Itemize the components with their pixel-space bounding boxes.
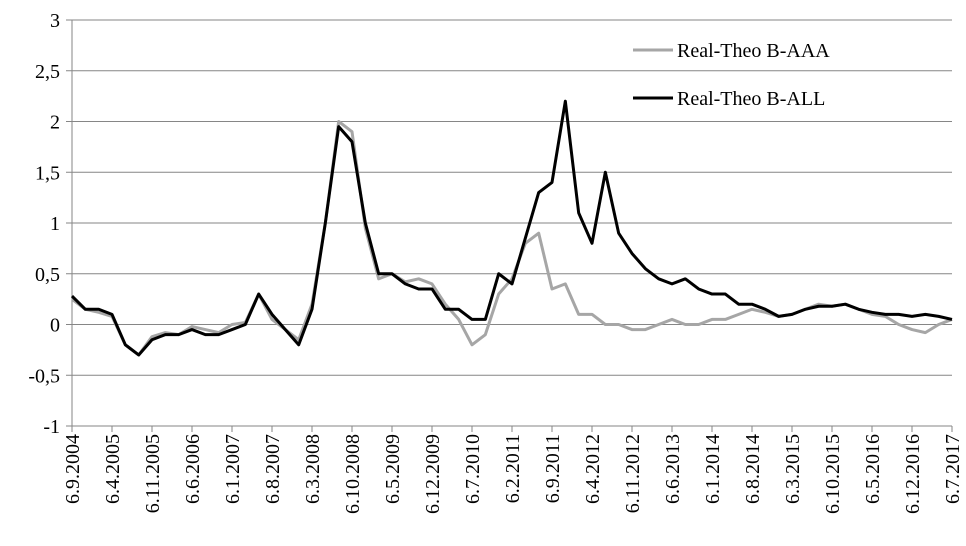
series-line (70, 99, 953, 357)
series-line (71, 120, 953, 357)
x-tick-label: 6.11.2005 (142, 434, 164, 513)
x-tick-label: 6.1.2007 (222, 434, 244, 504)
x-tick-label: 6.6.2006 (182, 434, 204, 504)
y-tick-label: 3 (50, 10, 60, 32)
y-tick-label: -0,5 (28, 365, 60, 387)
y-tick-label: 1 (50, 213, 60, 235)
y-tick-label: 2 (50, 112, 60, 134)
x-tick-label: 6.1.2014 (702, 434, 724, 504)
legend-label: Real-Theo B-ALL (677, 88, 825, 110)
x-tick-label: 6.5.2009 (382, 434, 404, 504)
x-tick-label: 6.9.2011 (542, 434, 564, 503)
x-tick-label: 6.12.2016 (902, 434, 924, 514)
x-tick-label: 6.12.2009 (422, 434, 444, 514)
x-tick-label: 6.9.2004 (62, 434, 84, 504)
x-tick-label: 6.11.2012 (622, 434, 644, 513)
legend-label: Real-Theo B-AAA (677, 40, 830, 62)
x-tick-label: 6.6.2013 (662, 434, 684, 504)
y-tick-label: 1,5 (35, 162, 60, 184)
x-tick-label: 6.4.2005 (102, 434, 124, 504)
y-tick-label: 0,5 (35, 264, 60, 286)
x-tick-label: 6.5.2016 (862, 434, 884, 504)
x-tick-label: 6.2.2011 (502, 434, 524, 503)
x-tick-label: 6.10.2008 (342, 434, 364, 514)
x-tick-label: 6.3.2008 (302, 434, 324, 504)
y-tick-label: 0 (50, 315, 60, 337)
y-tick-label: -1 (43, 416, 60, 438)
x-tick-label: 6.8.2014 (742, 434, 764, 504)
x-tick-label: 6.10.2015 (822, 434, 844, 514)
x-tick-label: 6.3.2015 (782, 434, 804, 504)
x-tick-label: 6.7.2017 (942, 434, 964, 504)
y-tick-label: 2,5 (35, 61, 60, 83)
x-tick-label: 6.7.2010 (462, 434, 484, 504)
x-tick-label: 6.4.2012 (582, 434, 604, 504)
x-tick-label: 6.8.2007 (262, 434, 284, 504)
